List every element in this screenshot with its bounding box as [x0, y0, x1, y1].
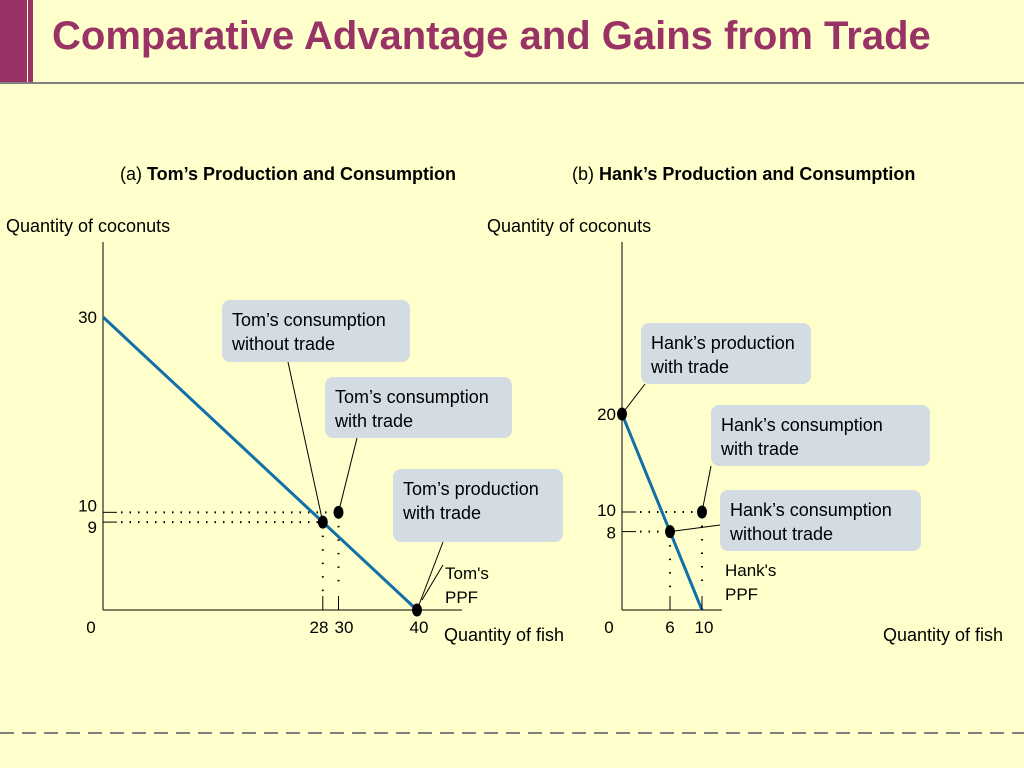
panel-b-y-tick-label: 8: [607, 524, 616, 543]
callout-tom-production-with-trade: Tom’s production with trade: [393, 469, 563, 542]
callout-line: Hank’s production: [651, 333, 795, 353]
panel-b-y-tick-label: 20: [597, 405, 616, 424]
callout-line: without trade: [232, 334, 336, 354]
panel-a-title-text: Tom’s Production and Consumption: [147, 164, 456, 184]
panel-b-y-tick-label: 10: [597, 501, 616, 520]
panel-a-ppf-line: [101, 315, 419, 612]
panel-a-data-point: [412, 603, 422, 617]
callout-line: with trade: [651, 357, 730, 377]
title-bar: Comparative Advantage and Gains from Tra…: [0, 0, 1024, 84]
panel-a-ppf-label-line2: PPF: [445, 588, 478, 607]
callout-hank-with-trade: Hank’s consumption with trade: [711, 405, 930, 466]
callout-tom-without-trade: Tom’s consumption without trade: [222, 300, 410, 362]
panel-a-data-point: [333, 505, 344, 519]
callout-line: Tom’s production: [403, 479, 539, 499]
footer-dashed-rule: [0, 732, 1024, 734]
callout-tom-with-trade: Tom’s consumption with trade: [325, 377, 512, 438]
panel-b-data-point: [697, 505, 707, 519]
callout-line: with trade: [335, 411, 414, 431]
panel-b-ppf-label-line2: PPF: [725, 585, 758, 604]
callout-line: Tom’s consumption: [335, 387, 489, 407]
panel-a-callout-leader: [287, 361, 324, 523]
slide-title: Comparative Advantage and Gains from Tra…: [52, 14, 931, 58]
panel-b-x-tick-label: 0: [604, 618, 613, 637]
panel-b-data-point: [665, 525, 675, 539]
callout-line: without trade: [730, 524, 834, 544]
panel-a-y-tick-label: 9: [88, 518, 97, 537]
title-accent-bar-thin: [28, 0, 33, 84]
panel-a-callout-leader: [416, 541, 444, 611]
panel-b-callout-leader: [621, 383, 646, 415]
callout-hank-without-trade: Hank’s consumption without trade: [720, 490, 921, 551]
panel-a-prefix: (a): [120, 164, 147, 184]
title-divider: [0, 82, 1024, 84]
panel-b-data-point: [617, 407, 627, 421]
panel-b-title-text: Hank’s Production and Consumption: [599, 164, 916, 184]
callout-line: Hank’s consumption: [730, 500, 892, 520]
panel-a-x-tick-label: 28: [310, 618, 329, 637]
panel-b-callout-leader: [701, 465, 712, 513]
panel-b-x-axis-label: Quantity of fish: [883, 625, 1003, 645]
panel-a-x-tick-label: 30: [335, 618, 354, 637]
panel-b-title: (b) Hank’s Production and Consumption: [572, 164, 915, 185]
panel-b-ppf-line: [620, 413, 704, 611]
callout-line: with trade: [721, 439, 800, 459]
panel-a-data-point: [317, 515, 328, 529]
panel-b-y-axis-label: Quantity of coconuts: [487, 216, 651, 236]
callout-line: with trade: [403, 503, 482, 523]
panel-b-x-tick-label: 6: [665, 618, 674, 637]
panel-b-ppf-label-line1: Hank's: [725, 561, 776, 580]
panel-a-ppf-leader: [421, 564, 444, 601]
panel-a-y-axis-label: Quantity of coconuts: [6, 216, 170, 236]
callout-hank-production-with-trade: Hank’s production with trade: [641, 323, 811, 384]
panel-a-callout-leader: [338, 437, 358, 513]
callout-line: Tom’s consumption: [232, 310, 386, 330]
panel-a-x-tick-label: 40: [410, 618, 429, 637]
panel-b-prefix: (b): [572, 164, 599, 184]
panel-a-ppf-label-line1: Tom's: [445, 564, 489, 583]
title-accent-bar: [0, 0, 27, 84]
panel-a-title: (a) Tom’s Production and Consumption: [120, 164, 456, 185]
panel-b-x-tick-label: 10: [695, 618, 714, 637]
panel-a-y-tick-label: 10: [78, 496, 97, 515]
callout-line: Hank’s consumption: [721, 415, 883, 435]
panel-a-y-tick-label: 30: [78, 308, 97, 327]
panel-a-x-tick-label: 0: [86, 618, 95, 637]
panel-a-x-axis-label: Quantity of fish: [444, 625, 564, 645]
panel-b-callout-leader: [669, 524, 721, 533]
